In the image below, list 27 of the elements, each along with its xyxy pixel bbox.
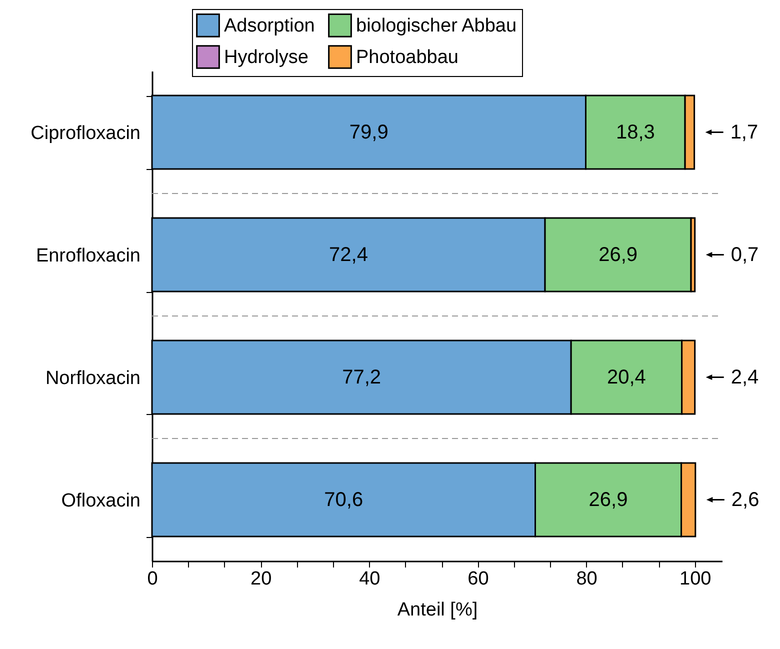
y-tick-label: Norfloxacin: [45, 368, 140, 389]
data-label: 72,4: [329, 244, 368, 266]
data-label: 2,4: [730, 366, 759, 388]
x-axis-title: Anteil [%]: [397, 600, 478, 620]
legend-label: biologischer Abbau: [356, 15, 517, 36]
data-label: 20,4: [606, 366, 646, 388]
data-label: 26,9: [598, 244, 638, 266]
data-label: 26,9: [588, 488, 628, 511]
legend-label: Hydrolyse: [224, 47, 308, 68]
data-label: 0,7: [730, 244, 759, 266]
legend-label: Photoabbau: [356, 47, 458, 68]
data-label: 18,3: [616, 121, 655, 144]
x-tick-label: 0: [147, 568, 158, 590]
y-tick-label: Ciprofloxacin: [30, 122, 140, 144]
x-tick-label: 20: [250, 568, 272, 590]
y-tick-label: Ofloxacin: [61, 490, 140, 512]
y-tick-label: Enrofloxacin: [36, 245, 140, 266]
data-label: 1,7: [730, 121, 758, 144]
data-label: 2,6: [731, 488, 760, 511]
x-tick-label: 100: [680, 568, 712, 590]
x-tick-label: 40: [359, 568, 380, 590]
data-label: 79,9: [349, 121, 388, 144]
x-tick-label: 80: [576, 568, 598, 590]
x-tick-label: 60: [468, 568, 489, 590]
data-label: 70,6: [324, 488, 364, 511]
legend-label: Adsorption: [224, 15, 315, 36]
data-label: 77,2: [342, 366, 382, 388]
